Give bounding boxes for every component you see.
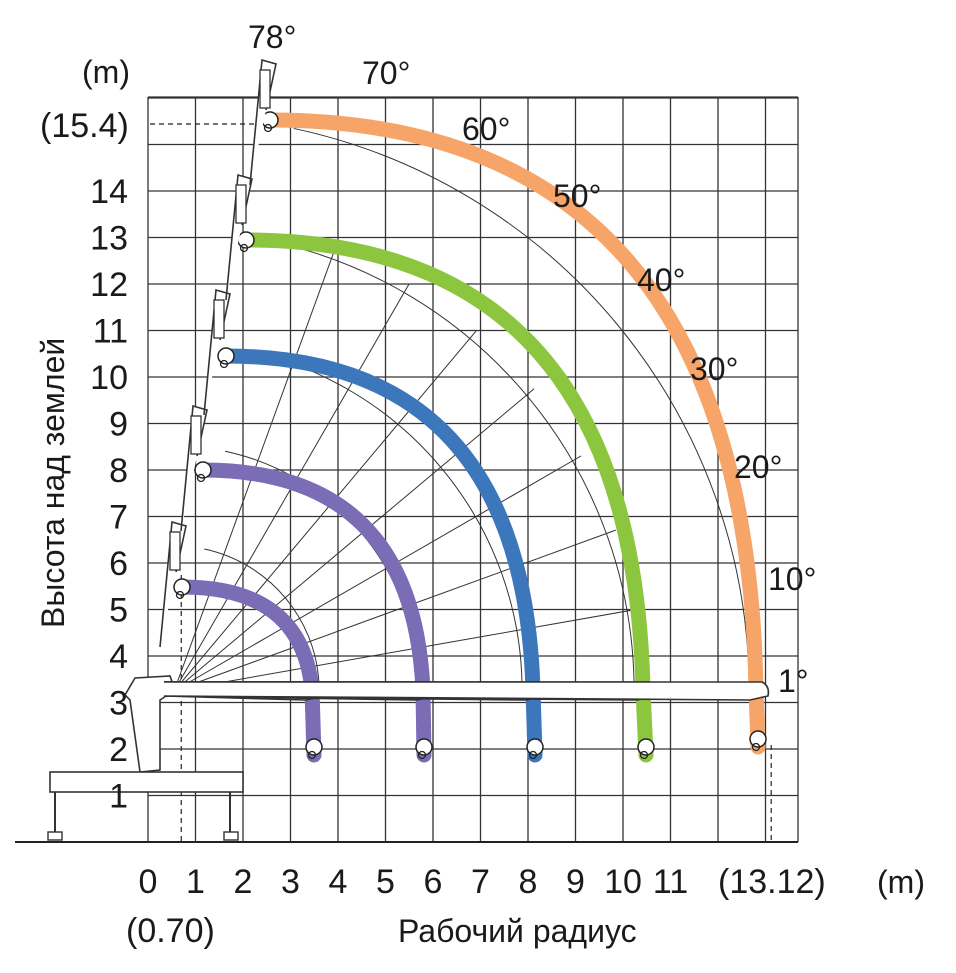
grid [15, 96, 799, 843]
y-unit-label: (m) [82, 54, 130, 90]
range-arc [293, 127, 750, 681]
boom-hook-block [259, 69, 271, 109]
hook-marker [305, 738, 323, 756]
angle-label: 1° [778, 663, 809, 699]
x-tick-label: 2 [234, 863, 253, 901]
y-tick-label: 4 [109, 638, 128, 676]
y-tick-label: 2 [109, 731, 128, 769]
hook-marker [239, 243, 249, 253]
angle-ray [173, 330, 477, 692]
series-curve [174, 579, 322, 763]
x-tick-label: 6 [424, 863, 443, 901]
boom-horizontal [164, 681, 770, 701]
y-tick-label: 14 [90, 173, 128, 211]
hook-marker [749, 730, 767, 748]
angle-ray [173, 529, 616, 692]
y-tick-label: 12 [90, 266, 128, 304]
outrigger-legs [54, 792, 231, 835]
hook-marker [637, 738, 655, 756]
outrigger-pad [47, 831, 63, 841]
series-curve [262, 112, 766, 755]
hook-marker [175, 590, 185, 600]
y-tick-label: 9 [109, 406, 128, 444]
x-tick-label: 0 [139, 863, 158, 901]
x-tick-label: 11 [653, 863, 688, 901]
angle-ray [174, 608, 638, 692]
x-tick-label: 9 [566, 863, 585, 901]
x-tick-label: 4 [329, 863, 348, 901]
hook-marker [194, 461, 212, 479]
range-arc [204, 548, 320, 689]
boom-hook-block [213, 299, 225, 339]
hook-marker [217, 347, 235, 365]
crane-truck-body [47, 675, 244, 841]
boom-hook-block [169, 531, 181, 571]
angle-label: 10° [768, 561, 816, 597]
hook-marker [751, 742, 761, 752]
range-arc [269, 240, 635, 683]
boom-hook-block [190, 415, 202, 455]
hook-marker [196, 473, 206, 483]
angle-label: 40° [637, 262, 685, 298]
y-tick-label: 1 [109, 778, 128, 816]
x-tick-label: 8 [519, 863, 538, 901]
x-unit-label: (m) [877, 864, 925, 900]
angle-label: 30° [690, 351, 738, 387]
crane-base [49, 771, 244, 793]
angle-ray [173, 455, 582, 692]
angle-label: 70° [362, 55, 410, 91]
y-tick-label: 5 [109, 592, 128, 630]
y-tick-label: 3 [109, 685, 128, 723]
y-tick-label: 13 [90, 220, 128, 258]
hook-marker [219, 359, 229, 369]
series-curve [238, 232, 654, 763]
boom-outlines [159, 58, 770, 701]
y-tick-label: 6 [109, 545, 128, 583]
x-tick-label: 10 [604, 863, 642, 901]
hook-marker [263, 123, 273, 133]
crane-column [123, 675, 176, 773]
hook-marker [307, 750, 317, 760]
hook-marker [528, 750, 538, 760]
angle-label: 78° [248, 19, 296, 55]
x-min-radius-label: (0.70) [126, 912, 215, 950]
hook-marker [417, 750, 427, 760]
y-tick-label: 10 [90, 359, 128, 397]
boom-hook-block [235, 184, 247, 224]
y-max-height-label: (15.4) [40, 107, 129, 145]
y-tick-label: 8 [109, 452, 128, 490]
series-curve [218, 348, 543, 763]
x-tick-label: 5 [376, 863, 395, 901]
x-tick-label: 1 [186, 863, 205, 901]
angle-label: 50° [553, 178, 601, 214]
angle-label: 60° [462, 111, 510, 147]
y-axis-title: Высота над землей [35, 338, 71, 628]
x-max-reach-label: (13.12) [718, 863, 826, 901]
outrigger-pad [223, 831, 239, 841]
x-axis-title: Рабочий радиус [398, 913, 637, 949]
angle-label: 20° [734, 449, 782, 485]
x-tick-label: 3 [281, 863, 300, 901]
series-group [173, 111, 767, 763]
hook-marker [415, 738, 433, 756]
hook-marker [173, 578, 191, 596]
series-curve [195, 462, 432, 763]
angle-ray [173, 388, 535, 692]
y-tick-label: 11 [93, 313, 128, 351]
y-tick-label: 7 [109, 499, 128, 537]
labels: (m) (m) Рабочий радиус Высота над землей… [35, 19, 925, 950]
hook-marker [526, 738, 544, 756]
hook-marker [639, 750, 649, 760]
x-tick-label: 7 [471, 863, 490, 901]
